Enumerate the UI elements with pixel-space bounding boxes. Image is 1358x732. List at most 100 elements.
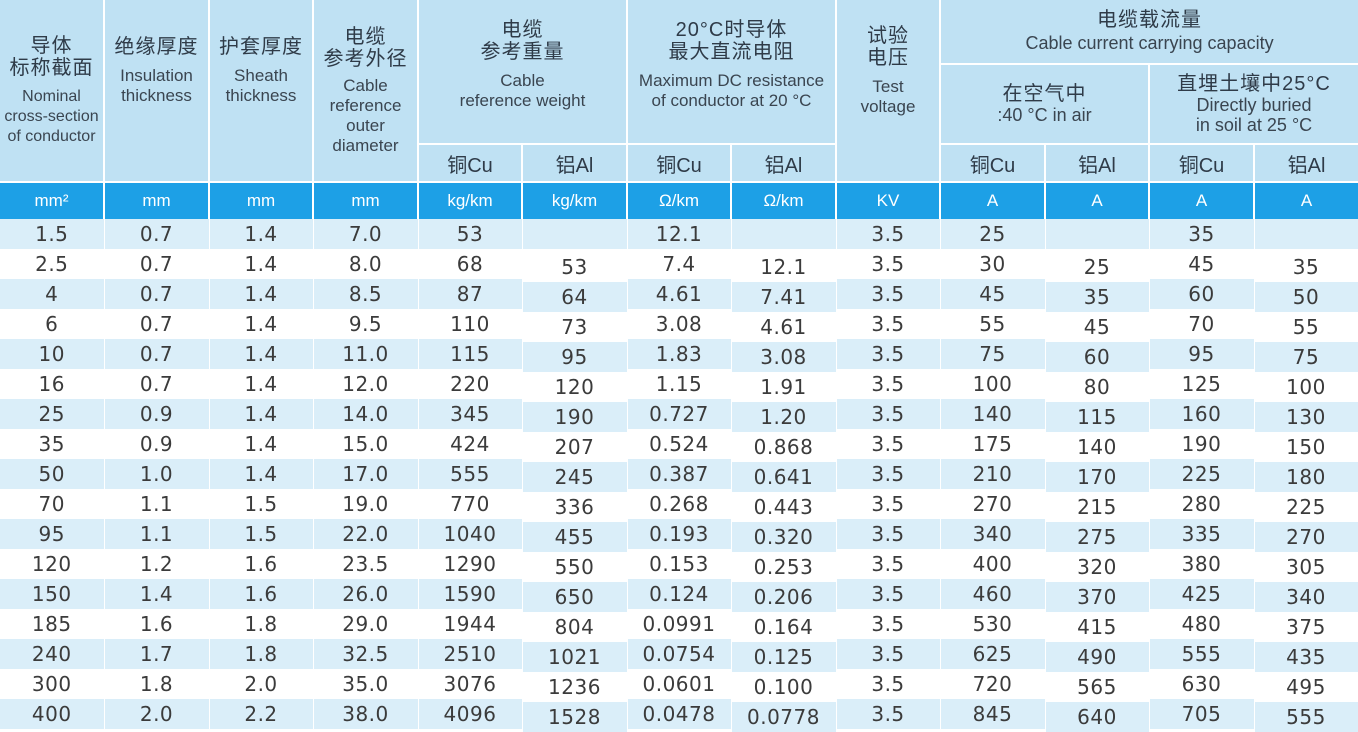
- table-cell: 2510: [418, 639, 523, 669]
- table-cell: 45: [1149, 249, 1255, 279]
- table-cell: 375: [1254, 612, 1358, 642]
- table-row: 6 0.7 1.4 9.5 110 73 3.08 4.61 3.5 55 45 70 55: [0, 309, 1358, 342]
- table-cell: 1.0: [104, 459, 210, 489]
- table-cell: 10: [0, 339, 105, 369]
- table-cell: 0.153: [627, 549, 732, 579]
- table-cell: 130: [1254, 402, 1358, 432]
- table-cell: 1.6: [209, 549, 314, 579]
- table-cell: 12.1: [731, 252, 837, 282]
- table-cell: 17.0: [313, 459, 419, 489]
- table-cell: 1.20: [731, 402, 837, 432]
- header-diameter-en4: diameter: [332, 135, 399, 155]
- table-cell: 845: [940, 699, 1046, 729]
- table-cell: 630: [1149, 669, 1255, 699]
- table-cell: 3.5: [836, 309, 941, 339]
- table-cell: 3.08: [731, 342, 837, 372]
- header-air-en: :40 °C in air: [997, 105, 1092, 125]
- table-cell: 245: [522, 462, 628, 492]
- table-cell: 1.6: [104, 609, 210, 639]
- header-resistance-zh2: 最大直流电阻: [668, 40, 795, 63]
- table-cell: 35: [1045, 282, 1150, 312]
- table-cell: 435: [1254, 642, 1358, 672]
- table-cell: 0.7: [104, 339, 210, 369]
- table-cell: 3.5: [836, 579, 941, 609]
- table-cell: 45: [940, 279, 1046, 309]
- header-soil-en2: in soil at 25 °C: [1195, 115, 1313, 135]
- table-cell: 320: [1045, 552, 1150, 582]
- table-cell: 140: [1045, 432, 1150, 462]
- header-soil-zh: 直埋土壤中25°C: [1177, 73, 1331, 95]
- table-cell: 565: [1045, 672, 1150, 702]
- table-cell: 0.320: [731, 522, 837, 552]
- header-weight-en2: reference weight: [459, 90, 586, 110]
- table-cell: 305: [1254, 552, 1358, 582]
- header-sheath-zh: 护套厚度: [219, 35, 303, 58]
- table-cell: 0.641: [731, 462, 837, 492]
- table-cell: 1.15: [627, 369, 732, 399]
- table-cell: 0.124: [627, 579, 732, 609]
- table-cell: 2.5: [0, 249, 105, 279]
- table-cell: 3.5: [836, 219, 941, 249]
- table-cell: 35.0: [313, 669, 419, 699]
- table-cell: 340: [940, 519, 1046, 549]
- table-cell: 0.443: [731, 492, 837, 522]
- table-cell: 555: [1149, 639, 1255, 669]
- table-cell: 380: [1149, 549, 1255, 579]
- table-cell: 12.1: [627, 219, 732, 249]
- table-cell: 55: [940, 309, 1046, 339]
- table-cell: 23.5: [313, 549, 419, 579]
- table-cell: 1.4: [209, 309, 314, 339]
- table-cell: 3.5: [836, 669, 941, 699]
- header-resistance-cu: 铜Cu: [627, 144, 732, 183]
- table-cell: 19.0: [313, 489, 419, 519]
- table-cell: 1.6: [209, 579, 314, 609]
- table-cell: 770: [418, 489, 523, 519]
- table-cell: 1.2: [104, 549, 210, 579]
- table-cell: 160: [1149, 399, 1255, 429]
- table-cell: 400: [940, 549, 1046, 579]
- header-diameter-en3: outer: [346, 115, 385, 135]
- table-row: 2.5 0.7 1.4 8.0 68 53 7.4 12.1 3.5 30 25 45 35: [0, 249, 1358, 282]
- table-cell: 190: [1149, 429, 1255, 459]
- header-capacity: 电缆载流量 Cable current carrying capacity: [940, 0, 1358, 65]
- table-cell: 1.4: [209, 459, 314, 489]
- table-cell: 9.5: [313, 309, 419, 339]
- table-cell: 30: [940, 249, 1046, 279]
- unit-cell: Ω/km: [731, 182, 837, 219]
- table-row: 185 1.6 1.8 29.0 1944 804 0.0991 0.164 3.5 530 415…: [0, 609, 1358, 642]
- table-cell: 1.4: [209, 429, 314, 459]
- table-row: 16 0.7 1.4 12.0 220 120 1.15 1.91 3.5 100 80 125 100: [0, 369, 1358, 402]
- table-cell: 425: [1149, 579, 1255, 609]
- table-cell: 70: [0, 489, 105, 519]
- table-cell: 3.5: [836, 519, 941, 549]
- table-cell: 3.5: [836, 549, 941, 579]
- table-cell: 1.5: [0, 219, 105, 249]
- table-cell: 1.4: [209, 249, 314, 279]
- header-test-voltage-zh1: 试验: [867, 24, 909, 47]
- table-cell: 3.5: [836, 399, 941, 429]
- table-cell: [522, 219, 628, 249]
- table-cell: 100: [940, 369, 1046, 399]
- table-cell: 110: [418, 309, 523, 339]
- table-cell: 0.0478: [627, 699, 732, 729]
- table-cell: 0.7: [104, 309, 210, 339]
- table-cell: 400: [0, 699, 105, 729]
- table-cell: 60: [1045, 342, 1150, 372]
- table-cell: 1.91: [731, 372, 837, 402]
- table-cell: 6: [0, 309, 105, 339]
- table-cell: [1045, 219, 1150, 249]
- table-cell: 170: [1045, 462, 1150, 492]
- table-cell: 0.125: [731, 642, 837, 672]
- table-cell: 220: [418, 369, 523, 399]
- header-resistance-en2: of conductor at 20 °C: [651, 90, 812, 110]
- header-diameter-en1: Cable: [343, 75, 388, 95]
- header-soil: 直埋土壤中25°C Directly buried in soil at 25 …: [1149, 64, 1358, 145]
- table-cell: 270: [940, 489, 1046, 519]
- header-diameter-zh2: 参考外径: [323, 47, 408, 70]
- table-cell: 190: [522, 402, 628, 432]
- table-cell: 4.61: [627, 279, 732, 309]
- table-row: 400 2.0 2.2 38.0 4096 1528 0.0478 0.0778 3.5 845 6…: [0, 699, 1358, 732]
- table-cell: 150: [0, 579, 105, 609]
- table-cell: 50: [0, 459, 105, 489]
- table-cell: 73: [522, 312, 628, 342]
